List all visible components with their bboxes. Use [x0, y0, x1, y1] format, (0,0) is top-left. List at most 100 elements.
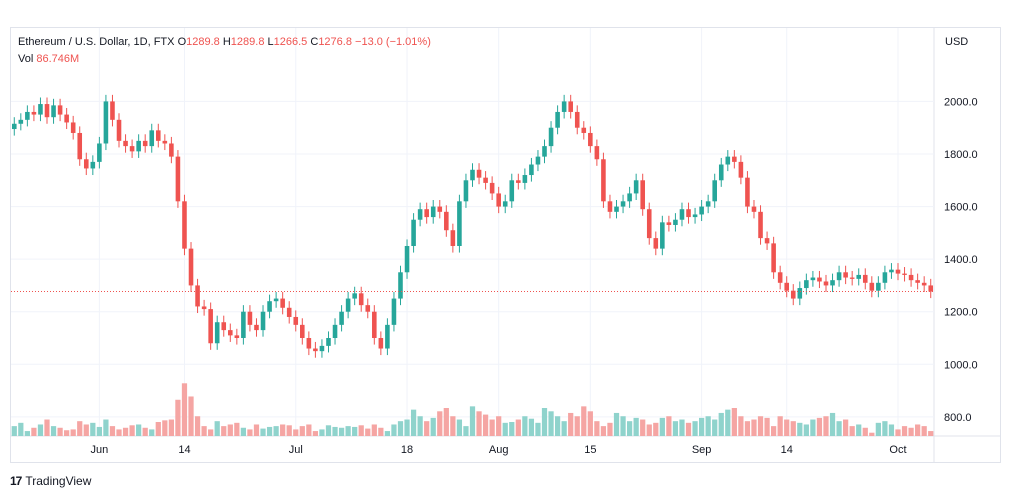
candle-body — [810, 277, 816, 281]
volume-bar — [692, 421, 698, 436]
candle-body — [725, 156, 731, 165]
candle-body — [699, 206, 704, 215]
candle-body — [97, 143, 102, 162]
candle-body — [588, 132, 593, 147]
volume-bar — [705, 416, 711, 436]
candle-body — [777, 272, 783, 283]
volume-bar — [378, 427, 384, 436]
volume-bar — [502, 422, 508, 436]
volume-bar — [888, 424, 895, 436]
candle-body — [882, 272, 888, 283]
volume-bar — [404, 419, 410, 436]
candle-body — [830, 280, 835, 286]
candle-body — [594, 146, 600, 160]
candle-body — [450, 230, 456, 246]
volume-bar — [90, 422, 96, 436]
candle-body — [18, 119, 24, 124]
candle-body — [25, 111, 30, 120]
candle-body — [319, 345, 325, 352]
volume-bar — [581, 406, 587, 436]
volume-bar — [875, 422, 881, 436]
candle-body — [751, 206, 757, 212]
candle-body — [705, 201, 711, 207]
candle-body — [489, 182, 495, 194]
x-tick-label: Oct — [889, 444, 906, 456]
volume-bar — [607, 422, 613, 436]
candle-body — [843, 272, 848, 278]
volume-bar — [116, 429, 122, 436]
candle-body — [771, 243, 776, 273]
candle-body — [653, 238, 659, 249]
volume-bar — [594, 421, 600, 436]
volume-bar — [293, 429, 299, 436]
y-tick-label: 1800.0 — [944, 149, 978, 161]
volume-bar — [70, 429, 76, 436]
volume-bar — [725, 409, 731, 436]
volume-bar — [620, 416, 626, 436]
candle-body — [574, 111, 580, 128]
candle-body — [123, 140, 128, 147]
volume-bar — [50, 426, 57, 436]
x-tick-label: 18 — [401, 444, 413, 456]
volume-bar — [430, 417, 436, 436]
volume-bar — [803, 424, 809, 436]
x-tick-label: Aug — [489, 444, 509, 456]
candle-body — [162, 140, 168, 144]
candle-body — [836, 272, 842, 281]
candle-body — [483, 177, 488, 183]
volume-bar — [299, 426, 305, 436]
candle-body — [614, 206, 619, 212]
volume-bar — [640, 419, 646, 436]
candle-body — [437, 206, 443, 212]
volume-bar — [751, 419, 757, 436]
volume-bar — [443, 408, 449, 436]
volume-bar — [31, 427, 37, 436]
candle-body — [784, 282, 790, 291]
candle-body — [823, 281, 829, 286]
volume-bar — [332, 426, 338, 436]
volume-bar — [771, 426, 777, 436]
volume-bar — [653, 422, 659, 436]
low-label: L — [267, 36, 274, 48]
volume-bar — [11, 426, 17, 436]
volume-bar — [600, 426, 607, 436]
volume-bar — [823, 416, 829, 436]
candle-body — [516, 180, 521, 183]
candle-body — [241, 311, 246, 338]
volume-bar — [194, 416, 201, 436]
volume-bar — [901, 426, 908, 436]
candle-body — [568, 101, 573, 112]
volume-bar — [417, 416, 423, 436]
tradingview-footer[interactable]: 17 TradingView — [10, 474, 91, 488]
volume-bar — [731, 408, 737, 436]
volume-bar — [456, 419, 463, 436]
candle-body — [385, 324, 390, 349]
candle-body — [856, 274, 862, 279]
candle-body — [430, 206, 436, 218]
volume-bar — [162, 420, 168, 436]
candle-body — [260, 311, 266, 331]
volume-bar — [816, 417, 823, 436]
volume-value: 86.746M — [36, 53, 80, 65]
volume-bar — [306, 424, 312, 436]
candle-body — [673, 219, 678, 225]
volume-bar — [122, 427, 129, 436]
volume-bar — [659, 417, 665, 436]
candle-body — [38, 104, 43, 115]
candle-body — [31, 111, 37, 115]
candle-body — [444, 211, 449, 231]
chart-frame — [10, 27, 1001, 463]
candle-body — [620, 201, 626, 207]
candle-body — [758, 211, 763, 239]
candle-body — [640, 180, 645, 210]
candle-body — [208, 309, 213, 344]
candle-body — [345, 298, 351, 312]
candle-body — [116, 119, 122, 141]
candle-body — [601, 159, 606, 202]
volume-bar — [188, 396, 194, 436]
volume-bar — [280, 424, 286, 436]
candle-body — [915, 280, 920, 283]
y-tick-label: 1600.0 — [944, 202, 978, 214]
volume-bar — [96, 426, 102, 436]
